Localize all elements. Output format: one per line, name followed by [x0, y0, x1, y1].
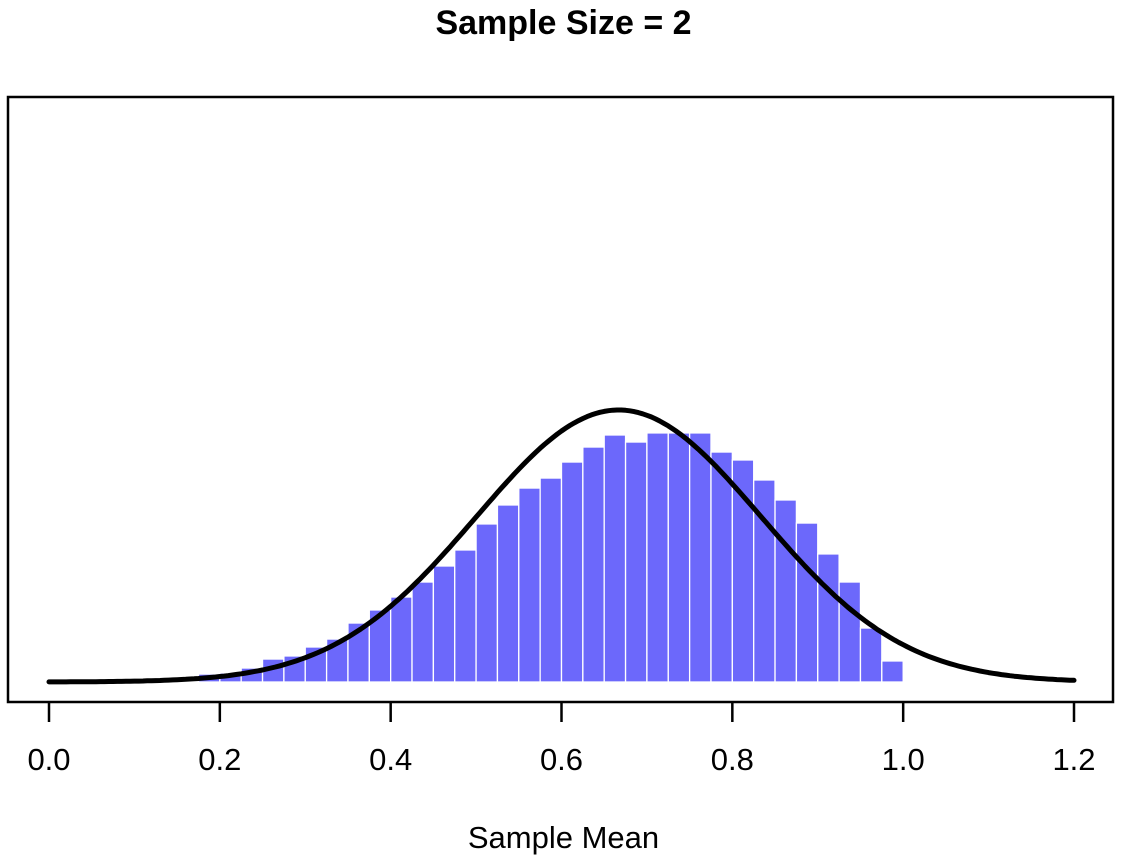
histogram-bar [774, 499, 798, 683]
histogram-bar [838, 581, 862, 683]
x-tick-label: 0.4 [369, 742, 412, 777]
histogram-bar [432, 565, 456, 683]
x-tick-label: 1.2 [1052, 742, 1095, 777]
histogram-bar [539, 477, 563, 683]
histogram-bar [859, 627, 883, 683]
histogram-bar [667, 432, 691, 683]
x-tick-label: 0.0 [27, 742, 70, 777]
histogram-bar [390, 596, 413, 683]
histogram-bar [560, 461, 584, 683]
histogram-bar [795, 522, 819, 683]
histogram-bar [624, 441, 648, 683]
plot-title: Sample Size = 2 [435, 4, 692, 42]
x-tick-label: 1.0 [882, 742, 925, 777]
histogram-bar [582, 446, 605, 683]
x-axis-label: Sample Mean [467, 820, 660, 855]
histogram-bar [646, 432, 669, 683]
histogram-bar [518, 487, 541, 683]
histogram-bar [603, 434, 627, 683]
histogram-bar [688, 432, 712, 683]
histogram-bar [710, 451, 733, 683]
density-curve [46, 407, 1077, 685]
histogram-bar [496, 504, 520, 683]
x-tick-label: 0.2 [198, 742, 241, 777]
histogram-bar [454, 549, 477, 683]
histogram-bar [475, 523, 499, 683]
histogram-bar [881, 660, 904, 683]
histogram-bar [411, 581, 435, 683]
x-tick-label: 0.6 [540, 742, 583, 777]
x-tick-label: 0.8 [711, 742, 754, 777]
histogram-bar [817, 553, 840, 683]
